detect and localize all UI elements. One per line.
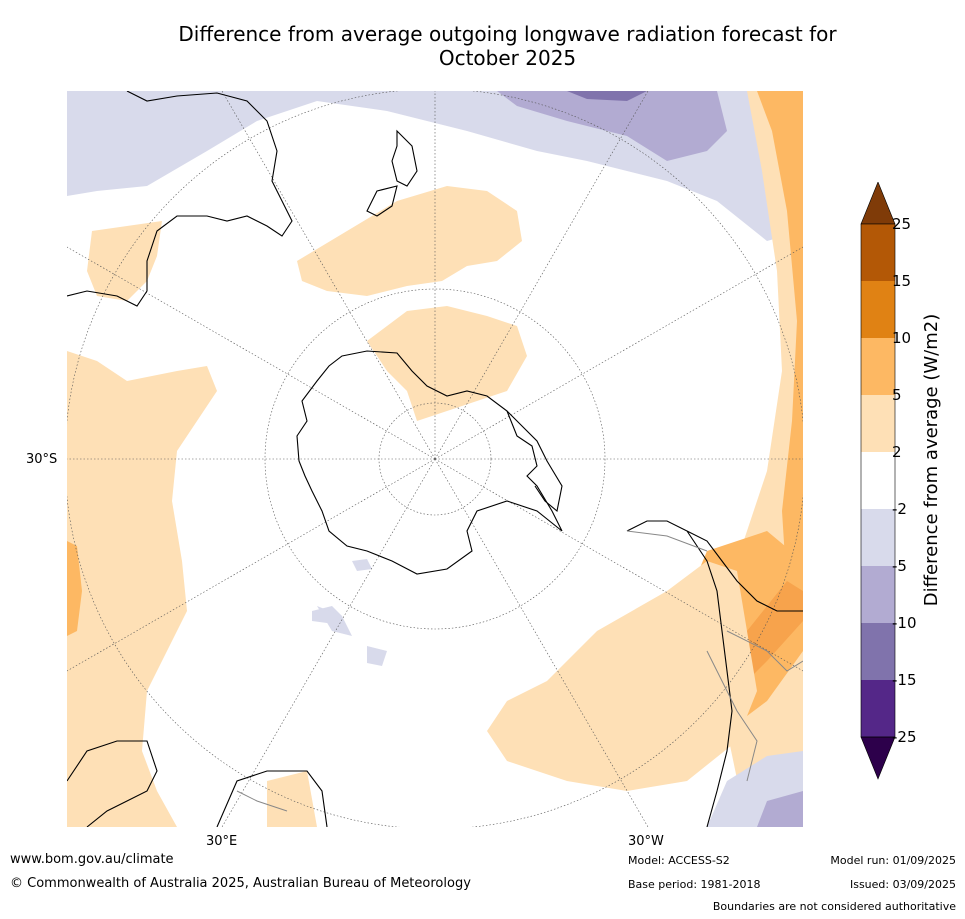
- coastline-antarctic-peninsula: [506, 410, 563, 513]
- colorbar-band-10-15: [861, 281, 895, 338]
- coastline-antarctica: [296, 350, 563, 575]
- anomaly-region-africa: [267, 771, 317, 827]
- colorbar-svg: [860, 182, 896, 780]
- anomaly-region-top-dark: [567, 91, 647, 101]
- graticule: [67, 91, 803, 827]
- colorbar-band-m5-m10: [861, 566, 895, 623]
- meridian-60w: [434, 458, 803, 672]
- coastline-south-america: [626, 520, 803, 827]
- map-title: Difference from average outgoing longwav…: [130, 22, 885, 70]
- meridian-150w: [434, 91, 649, 460]
- anomaly-region-peninsula: [367, 306, 527, 421]
- boundary-south-america: [626, 530, 803, 782]
- coastline-australia: [67, 91, 293, 307]
- colorbar-tick-m10: -10: [892, 614, 917, 632]
- colorbar-outline: [860, 223, 896, 738]
- footer-model-run: Model run: 01/09/2025: [830, 854, 956, 867]
- colorbar-band-m10-m15: [861, 623, 895, 680]
- footer-model: Model: ACCESS-S2: [628, 854, 730, 867]
- anomaly-region-north-pacific: [297, 186, 522, 296]
- colorbar-tick-25: 25: [892, 215, 912, 233]
- colorbar-tick-m2: -2: [892, 500, 907, 518]
- anomaly-region-top-mid: [497, 91, 727, 161]
- footer-url[interactable]: www.bom.gov.au/climate: [10, 852, 174, 867]
- anomaly-patch-2: [317, 606, 352, 636]
- meridian-120w: [434, 246, 803, 460]
- colorbar-band-m2-m5: [861, 509, 895, 566]
- map-title-line2: October 2025: [438, 46, 577, 70]
- map-svg: [67, 91, 803, 827]
- colorbar-band-5-10: [861, 338, 895, 395]
- latitude-circle-30s: [264, 288, 606, 630]
- colorbar-band-m15-m25: [861, 680, 895, 737]
- coastlines: [67, 91, 803, 827]
- colorbar-extend-top: [860, 182, 896, 225]
- colorbar-extend-bottom: [860, 736, 896, 780]
- anomaly-region-right-orange: [757, 91, 803, 611]
- colorbar-tick-m15: -15: [892, 671, 917, 689]
- meridian-60e: [67, 458, 436, 672]
- axis-label-30w: 30°W: [628, 834, 664, 849]
- colorbar-tick-2: 2: [892, 443, 902, 461]
- anomaly-region-left-orange: [67, 541, 82, 636]
- footer-issued: Issued: 03/09/2025: [849, 878, 956, 891]
- coastline-new-zealand-north: [391, 129, 418, 187]
- footer-copyright: © Commonwealth of Australia 2025, Austra…: [10, 876, 471, 891]
- meridian-120e: [67, 246, 436, 460]
- anomaly-region-west-coast: [87, 221, 162, 301]
- meridian-150e: [221, 91, 436, 460]
- map-panel: [67, 91, 803, 827]
- colorbar-band-15-25: [861, 224, 895, 281]
- colorbar-tick-10: 10: [892, 329, 912, 347]
- colorbar: 25 15 10 5 2 -2 -5 -10 -15 -25: [855, 182, 965, 782]
- coastline-new-zealand-south: [366, 185, 398, 217]
- footer-base-period: Base period: 1981-2018: [628, 878, 761, 891]
- anomaly-patch-4: [367, 646, 387, 666]
- boundary-africa: [236, 790, 288, 812]
- coastline-africa: [67, 740, 328, 827]
- country-boundaries: [236, 530, 803, 812]
- anomaly-region-indian-ocean: [67, 351, 217, 827]
- colorbar-tick-m25: -25: [892, 728, 917, 746]
- anomaly-patch-3: [352, 559, 372, 571]
- axis-label-30e: 30°E: [206, 834, 238, 849]
- colorbar-tick-15: 15: [892, 272, 912, 290]
- colorbar-band-neutral: [861, 452, 895, 509]
- meridian-30w: [434, 458, 649, 827]
- colorbar-title: Difference from average (W/m2): [921, 313, 942, 607]
- axis-label-30s: 30°S: [26, 452, 58, 467]
- footer-disclaimer: Boundaries are not considered authoritat…: [712, 900, 956, 913]
- colorbar-tick-m5: -5: [892, 557, 907, 575]
- meridian-30e: [221, 458, 436, 827]
- colorbar-tick-5: 5: [892, 386, 902, 404]
- anomaly-region-south-atlantic: [487, 561, 757, 791]
- anomaly-region-bottom-right-mid: [757, 791, 803, 827]
- colorbar-band-2-5: [861, 395, 895, 452]
- map-title-line1: Difference from average outgoing longwav…: [178, 22, 837, 46]
